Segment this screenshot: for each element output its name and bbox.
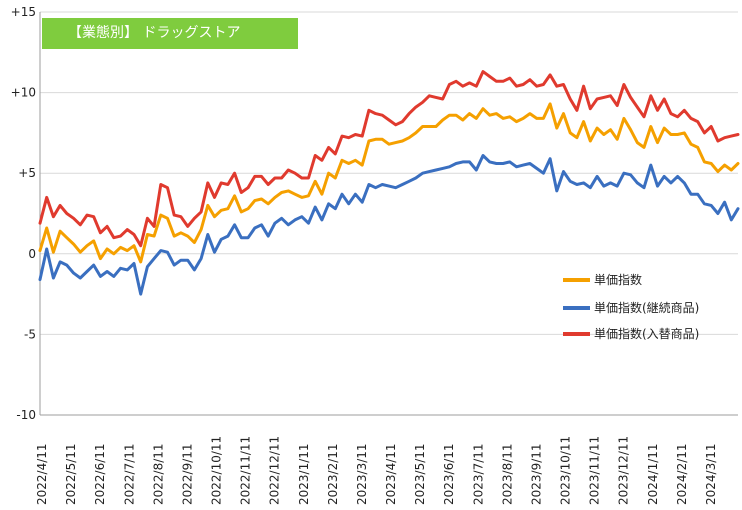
legend-label-3: 単価指数(入替商品)	[594, 326, 699, 341]
x-tick-label: 2023/6/11	[442, 443, 456, 505]
series-line-3	[38, 70, 740, 248]
x-tick-label: 2022/10/11	[210, 436, 224, 505]
x-tick-label: 2024/2/11	[675, 443, 689, 505]
x-tick-label: 2024/3/11	[704, 443, 718, 505]
x-tick-label: 2023/7/11	[471, 443, 485, 505]
x-tick-label: 2023/12/11	[617, 436, 631, 505]
legend-label-2: 単価指数(継続商品)	[594, 300, 699, 315]
x-tick-label: 2023/2/11	[326, 443, 340, 505]
chart-title: 【業態別】 ドラッグストア	[42, 18, 298, 49]
legend-label-1: 単価指数	[594, 272, 642, 287]
x-tick-label: 2023/10/11	[559, 436, 573, 505]
series-line-2	[38, 154, 740, 296]
x-tick-label: 2023/9/11	[529, 443, 543, 505]
x-tick-label: 2023/8/11	[500, 443, 514, 505]
x-tick-label: 2022/7/11	[122, 443, 136, 505]
x-tick-label: 2022/8/11	[151, 443, 165, 505]
y-tick-label: +15	[11, 5, 36, 19]
x-tick-label: 2023/1/11	[297, 443, 311, 505]
y-tick-label: +5	[18, 166, 36, 180]
y-tick-label: -5	[24, 327, 36, 341]
y-tick-label: 0	[28, 247, 36, 261]
y-tick-label: -10	[16, 408, 36, 422]
x-tick-label: 2022/9/11	[180, 443, 194, 505]
y-tick-label: +10	[11, 86, 36, 100]
x-tick-label: 2023/3/11	[355, 443, 369, 505]
x-tick-label: 2023/11/11	[588, 436, 602, 505]
series-line-1	[38, 102, 740, 264]
x-tick-label: 2023/4/11	[384, 443, 398, 505]
x-tick-label: 2022/6/11	[93, 443, 107, 505]
x-tick-label: 2022/12/11	[268, 436, 282, 505]
x-tick-label: 2024/1/11	[646, 443, 660, 505]
x-tick-label: 2022/5/11	[64, 443, 78, 505]
x-tick-label: 2022/4/11	[35, 443, 49, 505]
x-tick-label: 2023/5/11	[413, 443, 427, 505]
x-tick-label: 2022/11/11	[239, 436, 253, 505]
